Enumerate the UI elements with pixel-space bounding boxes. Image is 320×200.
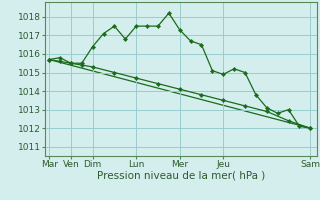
X-axis label: Pression niveau de la mer( hPa ): Pression niveau de la mer( hPa ) [97,171,265,181]
